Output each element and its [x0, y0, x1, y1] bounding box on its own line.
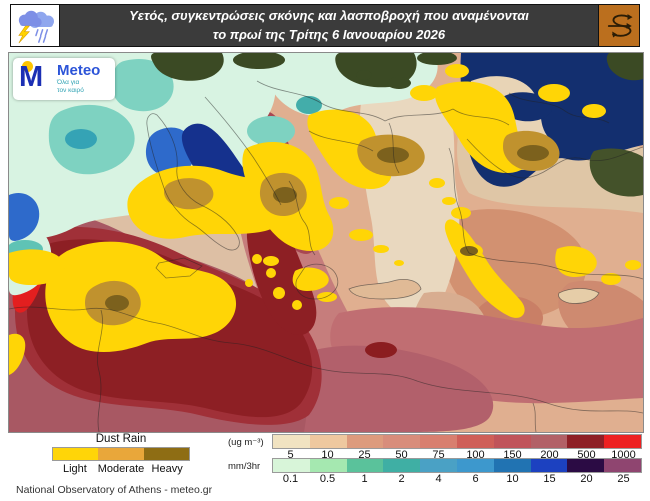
header: Υετός, συγκεντρώσεις σκόνης και λασποβρο… — [10, 4, 640, 47]
scale-tick: 15 — [543, 473, 556, 485]
scale-tick: 2 — [398, 473, 405, 485]
storm-cloud-icon — [10, 4, 60, 47]
meteo-logo-m: M — [19, 61, 44, 93]
dust-scale-body: 5 10 25 50 75 100 150 200 500 1000 — [272, 434, 642, 461]
colorbar-cell — [493, 459, 531, 472]
rain-scale-colorbar — [272, 458, 642, 473]
colorbar-cell — [346, 459, 384, 472]
meteo-logo-texts: Meteo Όλα για τον καιρό — [57, 63, 100, 94]
meteo-logo-tagline-line1: Όλα για — [57, 79, 80, 87]
colorbar-cell — [143, 448, 189, 460]
scale-tick: Moderate — [97, 463, 145, 475]
scale-tick: 1 — [361, 473, 368, 485]
colorbar-cell — [604, 435, 641, 448]
scale-tick: 5 — [287, 449, 294, 461]
colorbar-cell — [383, 435, 421, 448]
wind-circulation-svg — [607, 13, 633, 37]
scale-tick: 25 — [617, 473, 630, 485]
colorbar-cell — [53, 448, 99, 460]
scale-tick: 6 — [472, 473, 479, 485]
rain-scale-ticks: 0.1 0.5 1 2 4 6 10 15 20 25 — [272, 473, 642, 485]
colorbar-cell — [456, 459, 494, 472]
rain-scale: mm/3hr 0.1 0.5 1 2 4 6 10 15 20 25 — [228, 458, 642, 485]
colorbar-cell — [530, 435, 568, 448]
scale-tick: 4 — [435, 473, 442, 485]
colorbar-cell — [567, 435, 605, 448]
dust-concentration-scale: (ug m⁻³) 5 10 25 50 75 100 150 200 500 1000 — [228, 434, 642, 461]
colorbar-cell — [309, 435, 347, 448]
scale-tick: Light — [62, 463, 87, 475]
country-borders — [9, 80, 643, 432]
scale-tick: 10 — [506, 473, 519, 485]
land-regions — [151, 53, 643, 197]
title-bar: Υετός, συγκεντρώσεις σκόνης και λασποβρο… — [60, 4, 598, 47]
weather-map-svg — [9, 53, 643, 432]
colorbar-cell — [273, 459, 310, 472]
meteo-monogram: M — [17, 61, 53, 97]
dust-rain-legend-title: Dust Rain — [95, 433, 147, 445]
scale-tick: Heavy — [151, 463, 183, 475]
meteo-logo-tagline-line2: τον καιρό — [57, 86, 84, 94]
dust-rain-colorbar — [52, 447, 190, 461]
colorbar-cell — [420, 459, 457, 472]
colorbar-cell — [98, 448, 144, 460]
map-title-line2: το πρωί της Τρίτης 6 Ιανουαρίου 2026 — [212, 26, 446, 42]
dust-scale-colorbar — [272, 434, 642, 449]
colorbar-cell — [309, 459, 347, 472]
meteo-logo: M Meteo Όλα για τον καιρό — [13, 58, 115, 100]
colorbar-cell — [346, 435, 384, 448]
dust-rain-legend: Dust Rain Light Moderate Heavy — [52, 433, 190, 475]
dust-scale-unit-label: (ug m⁻³) — [228, 437, 264, 448]
wind-circulation-icon — [598, 4, 640, 47]
colorbar-cell — [530, 459, 568, 472]
colorbar-cell — [604, 459, 641, 472]
meteo-logo-brand: Meteo — [57, 62, 101, 80]
footer-credit: National Observatory of Athens - meteo.g… — [16, 484, 213, 496]
island-regions — [348, 279, 600, 304]
scale-tick: 20 — [580, 473, 593, 485]
colorbar-cell — [420, 435, 457, 448]
rain-scale-body: 0.1 0.5 1 2 4 6 10 15 20 25 — [272, 458, 642, 485]
map-title-line1: Υετός, συγκεντρώσεις σκόνης και λασποβρο… — [129, 7, 529, 23]
dust-rain-labels: Light Moderate Heavy — [52, 463, 190, 475]
colorbar-cell — [456, 435, 494, 448]
weather-map: M Meteo Όλα για τον καιρό — [8, 52, 644, 433]
colorbar-cell — [273, 435, 310, 448]
colorbar-cell — [383, 459, 421, 472]
scale-tick: 0.1 — [282, 473, 299, 485]
meteo-logo-dot-icon — [22, 61, 33, 72]
scale-tick: 0.5 — [319, 473, 336, 485]
colorbar-cell — [567, 459, 605, 472]
storm-cloud-svg — [18, 10, 54, 43]
colorbar-cell — [493, 435, 531, 448]
rain-scale-unit-label: mm/3hr — [228, 461, 261, 472]
dust-rain-regions — [9, 64, 641, 375]
